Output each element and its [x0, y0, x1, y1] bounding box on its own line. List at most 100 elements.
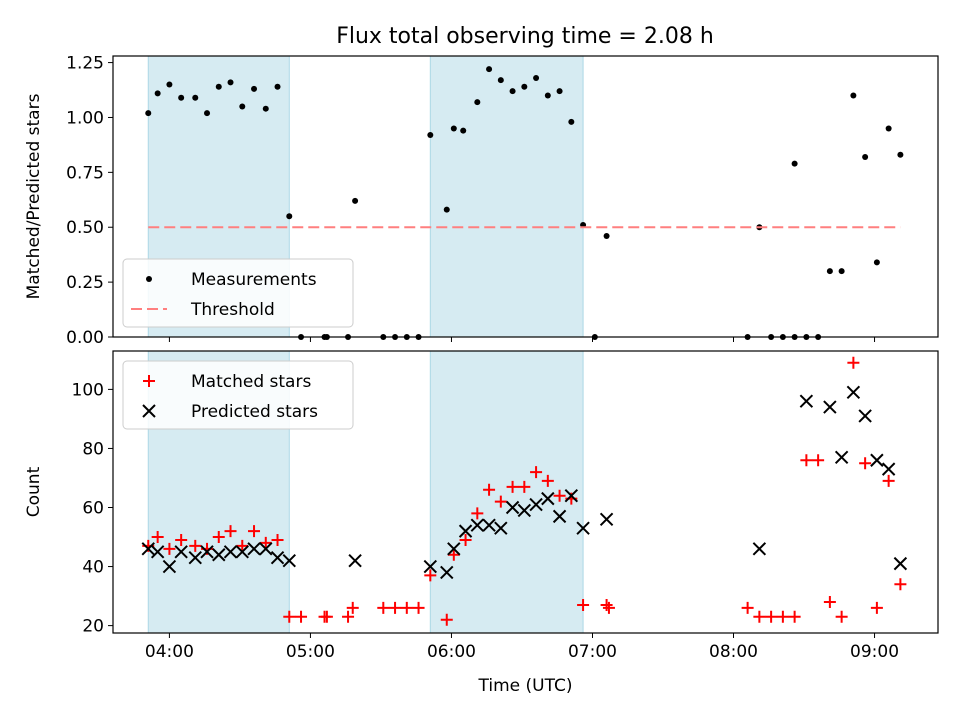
measurement-point — [603, 233, 610, 240]
matched-star-point — [541, 474, 554, 487]
predicted-star-point — [858, 409, 872, 423]
y-tick-label: 1.25 — [66, 54, 104, 74]
measurement-point — [460, 127, 467, 134]
predicted-star-point — [517, 503, 532, 518]
matched-star-point — [847, 356, 860, 369]
measurement-point — [274, 83, 281, 90]
legend-measurement-swatch — [146, 276, 152, 282]
matched-star-point — [212, 531, 225, 544]
legend-box — [122, 258, 354, 328]
predicted-star-point — [150, 545, 165, 559]
matched-star-point — [389, 601, 402, 614]
measurement-point — [145, 110, 152, 117]
matched-star-point — [859, 457, 872, 470]
predicted-star-point — [529, 497, 543, 512]
top-panel: 0.00 0.25 0.50 0.75 1.00 1.25 Matched/Predicte… — [24, 54, 939, 348]
matched-star-point — [753, 610, 766, 623]
x-tick-label: 05:00 — [286, 642, 335, 662]
measurement-point — [497, 77, 504, 84]
predicted-star-point — [881, 462, 896, 476]
legend-matched-swatch — [143, 375, 155, 387]
predicted-star-point — [752, 542, 767, 556]
y-tick-label: 60 — [82, 499, 104, 519]
y-tick-label: 0.25 — [66, 273, 104, 293]
matched-star-point — [295, 610, 308, 623]
predicted-star-point — [599, 512, 614, 527]
measurement-point — [885, 125, 892, 132]
predicted-star-point — [188, 550, 202, 565]
matched-star-point — [894, 578, 907, 591]
measurement-point — [443, 206, 450, 213]
predicted-star-point — [846, 385, 861, 400]
predicted-star-point — [799, 394, 814, 408]
matched-star-point — [483, 483, 496, 496]
y-tick-label: 40 — [82, 558, 104, 578]
x-tick-label: 07:00 — [568, 642, 617, 662]
matched-star-point — [506, 480, 519, 493]
legend-predicted-swatch — [142, 404, 156, 418]
x-axis-label: Time (UTC) — [478, 676, 573, 696]
matched-star-point — [346, 601, 359, 614]
matched-star-point — [283, 610, 296, 623]
measurement-point — [486, 66, 493, 73]
x-tick-label: 06:00 — [427, 642, 476, 662]
matched-star-point — [320, 610, 333, 623]
matched-star-point — [471, 507, 484, 520]
predicted-star-point — [259, 542, 273, 556]
matched-star-point — [271, 533, 284, 546]
legend: Matched stars Predicted stars — [122, 360, 354, 430]
measurement-point — [192, 94, 199, 101]
predicted-star-point — [470, 518, 485, 532]
axes-frame — [112, 350, 939, 634]
measurement-point — [838, 268, 845, 275]
predicted-star-point — [247, 542, 261, 556]
predicted-star-point — [576, 521, 590, 535]
x-tick-label: 04:00 — [145, 642, 194, 662]
matched-star-point — [765, 610, 778, 623]
measurement-point — [474, 99, 481, 106]
matched-star-point — [835, 610, 848, 623]
measurement-point — [166, 81, 173, 88]
y-tick-label: 0.00 — [66, 328, 104, 348]
measurement-point — [286, 213, 293, 220]
matched-star-point — [459, 533, 472, 546]
y-tick-label: 0.50 — [66, 218, 104, 238]
y-tick-label: 0.75 — [66, 163, 104, 183]
predicted-star-point — [282, 553, 296, 568]
predicted-star-point — [348, 553, 362, 568]
predicted-star-point — [212, 548, 226, 562]
matched-star-point — [600, 598, 613, 611]
matched-star-point — [577, 598, 590, 611]
measurement-point — [450, 125, 457, 132]
measurement-point — [215, 83, 222, 90]
y-axis-label: Matched/Predicted stars — [24, 93, 44, 299]
predicted-star-point — [482, 518, 496, 532]
matched-star-point — [553, 489, 566, 502]
measurement-point — [352, 197, 359, 204]
matched-star-point — [823, 595, 836, 608]
matched-star-point — [882, 474, 895, 487]
predicted-star-point — [440, 565, 454, 580]
measurement-point — [204, 110, 211, 117]
y-tick-label: 1.00 — [66, 108, 104, 128]
predicted-star-point — [458, 524, 473, 538]
matched-star-point — [248, 525, 261, 538]
measurement-point — [897, 151, 904, 158]
chart-title: Flux total observing time = 2.08 h — [336, 24, 714, 49]
measurement-point — [227, 79, 234, 86]
measurement-point — [556, 88, 563, 95]
predicted-star-point — [505, 500, 520, 515]
matched-star-point — [741, 601, 754, 614]
predicted-star-point — [552, 509, 567, 524]
matched-star-point — [224, 525, 237, 538]
matched-star-point — [424, 569, 437, 582]
measurement-point — [568, 118, 575, 125]
matched-star-point — [602, 601, 615, 614]
legend: Measurements Threshold — [122, 258, 354, 328]
x-tick-label: 09:00 — [850, 642, 899, 662]
predicted-star-point — [834, 450, 849, 465]
predicted-star-point — [270, 550, 285, 565]
x-tick-label: 08:00 — [709, 642, 758, 662]
legend-label: Threshold — [190, 300, 275, 320]
